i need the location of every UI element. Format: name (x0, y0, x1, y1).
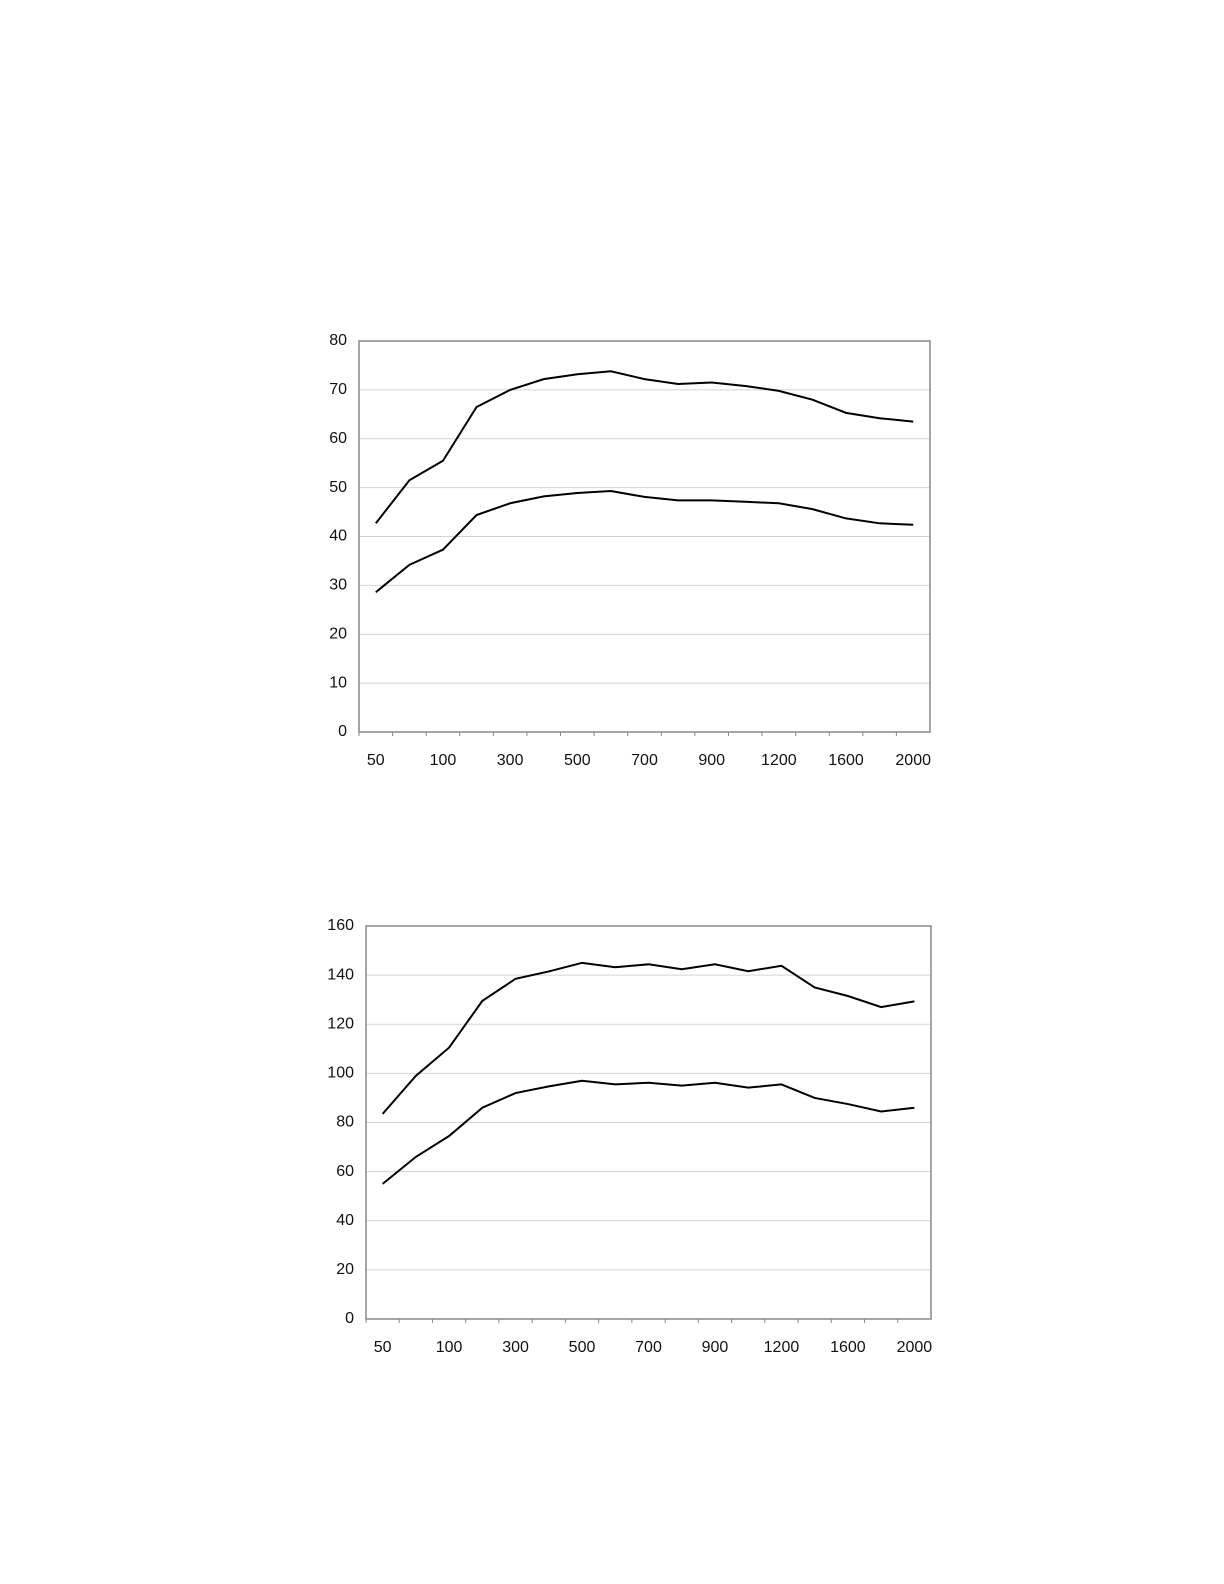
x-tick-label: 1600 (828, 752, 864, 769)
y-tick-label: 60 (329, 430, 347, 447)
y-tick-label: 140 (327, 966, 354, 983)
plot-frame (358, 340, 931, 733)
x-tick-label: 700 (635, 1339, 662, 1356)
x-tick-label: 50 (374, 1339, 392, 1356)
y-tick-label: 100 (327, 1065, 354, 1082)
y-tick-label: 80 (329, 332, 347, 349)
y-tick-label: 20 (329, 625, 347, 642)
x-tick-label: 900 (702, 1339, 729, 1356)
x-tick-label: 2000 (895, 752, 931, 769)
x-tick-label: 500 (569, 1339, 596, 1356)
y-tick-label: 10 (329, 674, 347, 691)
x-tick-label: 300 (497, 752, 524, 769)
series-line (381, 961, 915, 1115)
y-tick-label: 0 (338, 723, 347, 740)
x-tick-label: 50 (367, 752, 385, 769)
x-tick-label: 900 (698, 752, 725, 769)
x-tick-label: 1200 (761, 752, 797, 769)
x-tick-label: 100 (430, 752, 457, 769)
x-tick-label: 700 (631, 752, 658, 769)
y-tick-label: 60 (336, 1163, 354, 1180)
x-tick-label: 2000 (897, 1339, 933, 1356)
y-tick-label: 0 (345, 1310, 354, 1327)
y-tick-label: 160 (327, 917, 354, 934)
y-tick-label: 40 (336, 1212, 354, 1229)
x-tick-label: 500 (564, 752, 591, 769)
y-tick-label: 70 (329, 381, 347, 398)
y-tick-label: 20 (336, 1261, 354, 1278)
y-tick-label: 80 (336, 1114, 354, 1131)
y-tick-label: 50 (329, 479, 347, 496)
x-tick-label: 1200 (764, 1339, 800, 1356)
y-tick-label: 30 (329, 577, 347, 594)
x-tick-label: 300 (502, 1339, 529, 1356)
plot-frame (365, 925, 932, 1320)
x-tick-label: 100 (436, 1339, 463, 1356)
series-line (381, 1079, 915, 1185)
y-tick-label: 120 (327, 1015, 354, 1032)
series-line (375, 490, 914, 593)
x-tick-label: 1600 (830, 1339, 866, 1356)
series-line (375, 370, 914, 524)
y-tick-label: 40 (329, 528, 347, 545)
